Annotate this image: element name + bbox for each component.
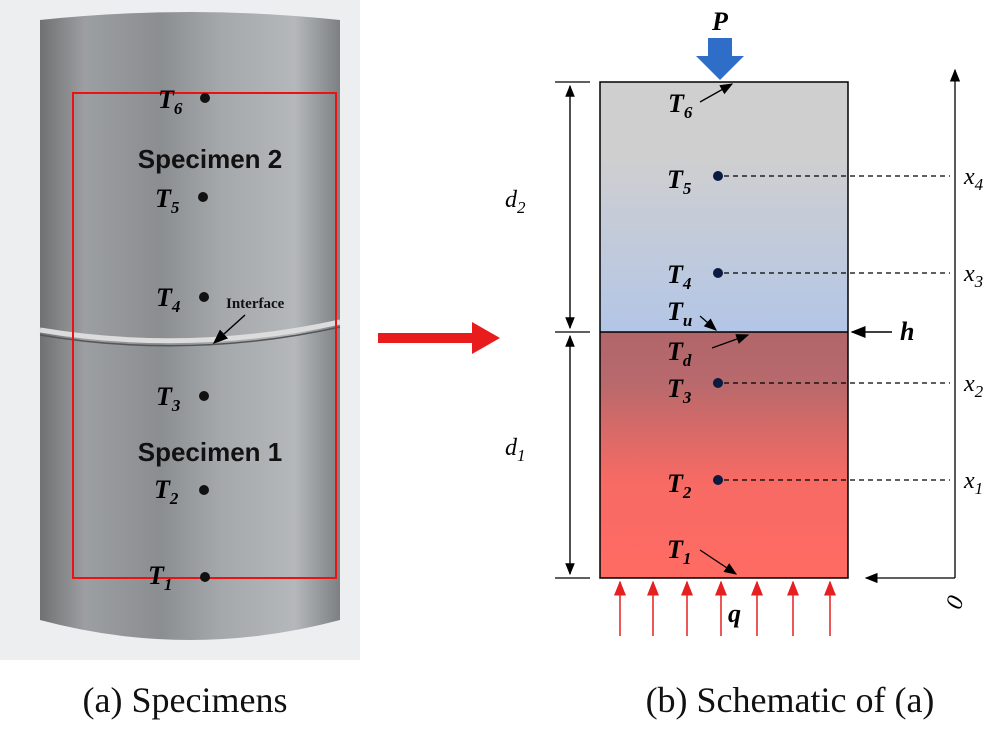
coefficient-label: h [900,317,914,346]
text-part: 2 [975,382,984,401]
text-part: T [667,260,684,289]
text-part: x [963,468,975,494]
text-part: T [667,535,684,564]
caption: (b) Schematic of (a) [646,680,935,720]
text-part: x [963,164,975,190]
text-part: 3 [171,396,181,415]
text-part: T [668,89,685,118]
position-label: x2 [963,371,984,401]
position-label: x4 [963,164,984,194]
figure: T6 T5 T4 T3 T2 T1 Specimen 2 Specimen 1 … [0,0,992,736]
thickness-label: d1 [505,435,526,465]
flux-label: q [728,599,741,628]
specimen-label: Specimen 1 [138,437,283,467]
text-part: x [963,261,975,287]
origin-label: 0 [941,593,970,613]
interface-label: Interface [226,296,285,312]
text-part: T [667,337,684,366]
text-part: 2 [682,483,692,502]
text-part: T [154,475,171,504]
text-part: u [683,311,692,330]
text-part: 6 [174,99,183,118]
dimension-lines [555,82,590,578]
photo: T6 T5 T4 T3 T2 T1 Specimen 2 Specimen 1 … [0,0,360,660]
text-part: T [667,165,684,194]
specimen-label: Specimen 2 [138,144,283,174]
text-part: T [667,469,684,498]
text-part: 4 [682,274,692,293]
text-part: x [963,371,975,397]
specimen-2-block [600,82,848,332]
text-part: 6 [684,103,693,122]
load-arrow [696,38,744,80]
thickness-label: d2 [505,187,526,217]
position-label: x1 [963,468,983,498]
text-part: d [683,351,692,370]
cylinder [40,12,340,640]
text-part: T [667,374,684,403]
text-part: T [156,283,173,312]
text-part: 5 [683,179,692,198]
load-label: P [711,7,729,36]
text-part: T [156,382,173,411]
text-part: 2 [169,489,179,508]
schematic: P q h T6 T5 T4 Tu Td T3 T2 T1 d2 d1 0 x4… [505,7,984,636]
text-part: 1 [164,575,173,594]
text-part: 1 [517,446,526,465]
text-part: 5 [171,198,180,217]
transition-arrow [378,322,500,354]
text-part: 3 [682,388,692,407]
text-part: 4 [975,175,984,194]
text-part: 4 [171,297,181,316]
specimen-1-block [600,332,848,578]
text-part: T [155,184,172,213]
text-part: 1 [975,479,984,498]
text-part: T [148,561,165,590]
text-part: 2 [517,198,526,217]
flux-arrows [620,582,830,636]
caption: (a) Specimens [83,680,288,720]
position-label: x3 [963,261,983,291]
text-part: T [158,85,175,114]
text-part: 3 [974,272,984,291]
text-part: T [667,297,684,326]
text-part: 1 [683,549,692,568]
